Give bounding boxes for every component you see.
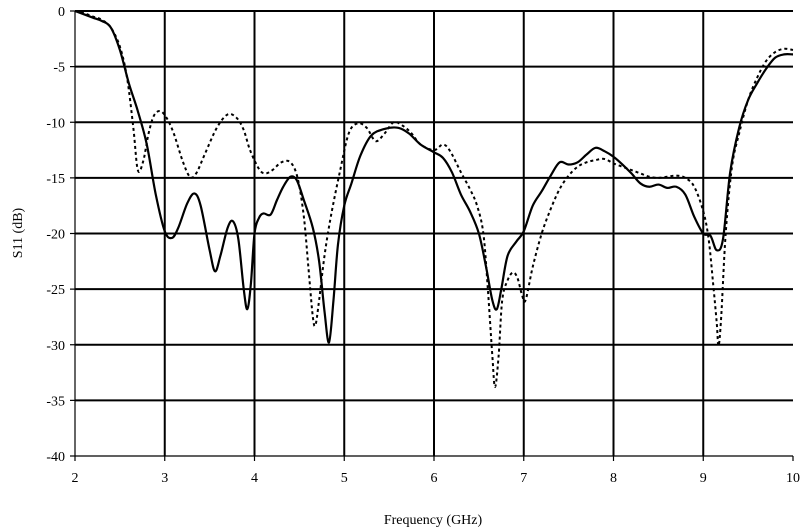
tick-labels: 0 -5 -10 -15 -20 -25 -30 -35 -40 2 3 4 5 6 7 8 9 10 [46, 5, 800, 486]
axes [70, 10, 794, 461]
y-tick-label: -30 [46, 339, 65, 354]
x-tick-label: 8 [610, 471, 617, 486]
series-line-solid [74, 9, 794, 344]
y-tick-label: -10 [46, 116, 65, 131]
gridlines [75, 10, 793, 456]
x-tick-label: 5 [341, 471, 348, 486]
x-tick-label: 3 [161, 471, 168, 486]
x-tick-label: 2 [72, 471, 79, 486]
series-line-dashed [74, 10, 794, 389]
y-tick-label: -5 [53, 61, 65, 76]
y-tick-label: 0 [58, 5, 65, 20]
x-tick-label: 7 [520, 471, 527, 486]
x-axis-title: Frequency (GHz) [384, 513, 483, 528]
x-tick-label: 9 [700, 471, 707, 486]
y-tick-label: -15 [46, 172, 65, 187]
y-tick-label: -20 [46, 228, 65, 243]
x-tick-label: 4 [251, 471, 258, 486]
x-tick-label: 10 [786, 471, 800, 486]
y-tick-label: -35 [46, 394, 65, 409]
x-tick-label: 6 [431, 471, 438, 486]
y-tick-label: -40 [46, 450, 65, 465]
y-axis-title: S11 (dB) [11, 207, 26, 258]
series-layer [74, 9, 794, 389]
y-tick-label: -25 [46, 283, 65, 298]
